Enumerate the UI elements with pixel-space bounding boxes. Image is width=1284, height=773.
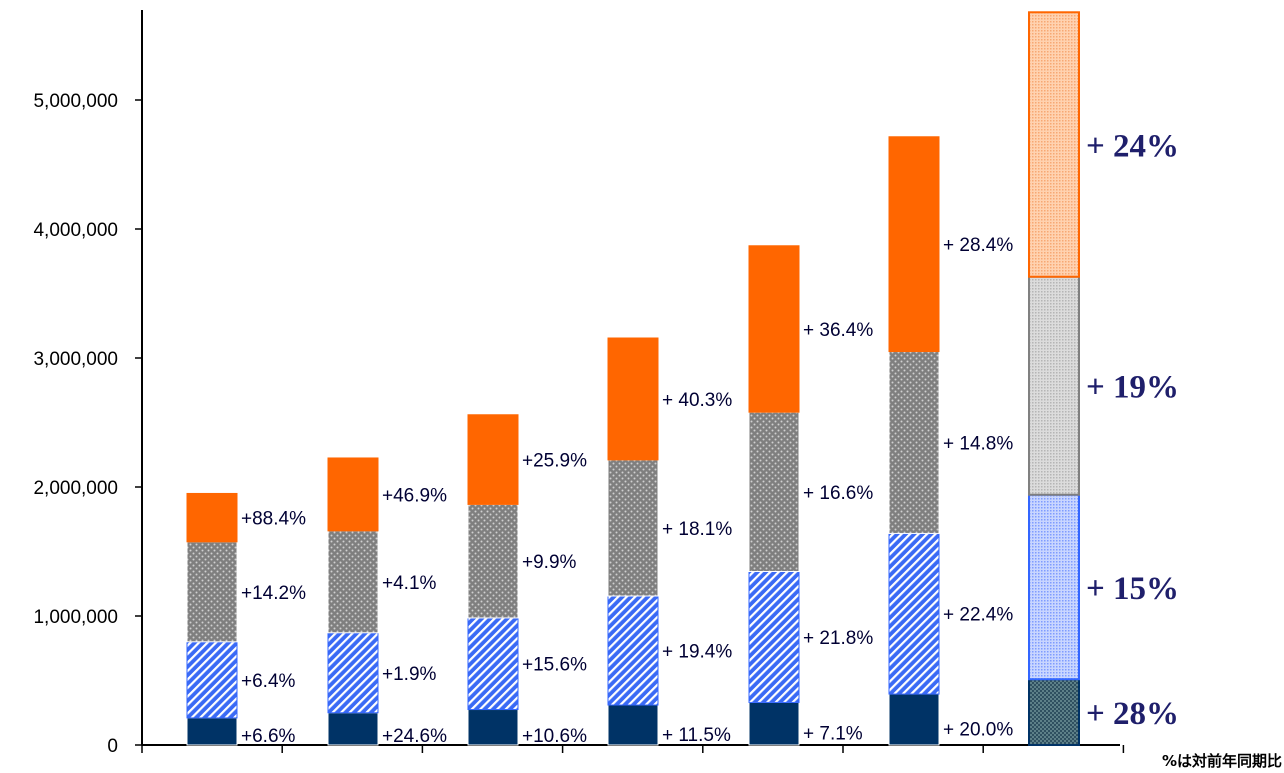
y-tick-label: 2,000,000 <box>33 478 118 499</box>
bar-segment-gray <box>467 503 519 619</box>
bar-segment-blue <box>186 641 238 719</box>
growth-label-large: + 24% <box>1086 129 1179 165</box>
bar-segment-navy <box>607 704 659 746</box>
growth-label: + 22.4% <box>943 605 1013 626</box>
bar-segment-gray <box>607 459 659 597</box>
bar-segment-orange <box>467 414 519 505</box>
bar-segment-orange <box>1028 11 1080 278</box>
growth-label: +10.6% <box>522 726 587 747</box>
growth-label-large: + 28% <box>1086 696 1179 732</box>
bar-segment-navy <box>186 717 238 746</box>
bar-segment-navy <box>327 712 379 746</box>
y-tick-label: 4,000,000 <box>33 220 118 241</box>
growth-label: + 14.8% <box>943 433 1013 454</box>
y-tick-label: 1,000,000 <box>33 607 118 628</box>
bar-segment-blue <box>467 617 519 711</box>
growth-label: + 36.4% <box>803 320 873 341</box>
bars <box>186 11 1080 747</box>
growth-label: +25.9% <box>522 451 587 472</box>
bar-segment-gray <box>888 351 940 534</box>
growth-labels: +6.6% +6.4% +14.2% +88.4% +24.6% +1.9% +4.1% +4… <box>241 129 1179 747</box>
bar-segment-navy <box>748 701 800 746</box>
y-tick-label: 0 <box>107 736 118 757</box>
growth-label: +9.9% <box>522 552 577 573</box>
growth-label: +14.2% <box>241 583 306 604</box>
growth-label: +88.4% <box>241 509 306 530</box>
growth-label-large: + 19% <box>1086 370 1179 406</box>
growth-label: +6.6% <box>241 726 296 747</box>
growth-label: + 28.4% <box>943 235 1013 256</box>
growth-label: + 7.1% <box>803 724 863 745</box>
growth-label: + 19.4% <box>662 642 732 663</box>
growth-label: +6.4% <box>241 671 296 692</box>
bar-segment-navy <box>467 709 519 746</box>
growth-label: + 11.5% <box>662 725 731 746</box>
bar-segment-blue <box>1028 493 1080 681</box>
bar-segment-blue <box>607 595 659 706</box>
bar-segment-orange <box>748 245 800 413</box>
bar-segment-orange <box>186 492 238 543</box>
growth-label: +46.9% <box>382 485 447 506</box>
growth-label: + 40.3% <box>662 390 732 411</box>
growth-label: + 20.0% <box>943 720 1013 741</box>
bar-segment-gray <box>327 530 379 634</box>
bar-segment-navy <box>1028 678 1080 747</box>
y-axis: 0 1,000,000 2,000,000 3,000,000 4,000,000 5,0… <box>33 10 143 757</box>
y-tick-label: 5,000,000 <box>33 91 118 112</box>
bar-segment-orange <box>888 136 940 353</box>
bar-segment-gray <box>748 411 800 572</box>
growth-label: +24.6% <box>382 726 447 747</box>
growth-label-large: + 15% <box>1086 571 1179 607</box>
bar-segment-blue <box>888 532 940 695</box>
growth-label: + 18.1% <box>662 519 732 540</box>
bar-segment-orange <box>607 337 659 461</box>
annotation-note: %は対前年同期比 <box>1162 752 1282 770</box>
bar-segment-gray <box>186 541 238 643</box>
bar-segment-blue <box>327 632 379 714</box>
bar-segment-blue <box>748 570 800 703</box>
bar-segment-orange <box>327 457 379 532</box>
growth-label: +4.1% <box>382 573 437 594</box>
growth-label: +1.9% <box>382 664 437 685</box>
bar-segment-navy <box>888 693 940 746</box>
growth-label: + 21.8% <box>803 628 873 649</box>
growth-label: + 16.6% <box>803 483 873 504</box>
growth-label: +15.6% <box>522 655 587 676</box>
bar-segment-gray <box>1028 275 1080 496</box>
y-tick-label: 3,000,000 <box>33 349 118 370</box>
